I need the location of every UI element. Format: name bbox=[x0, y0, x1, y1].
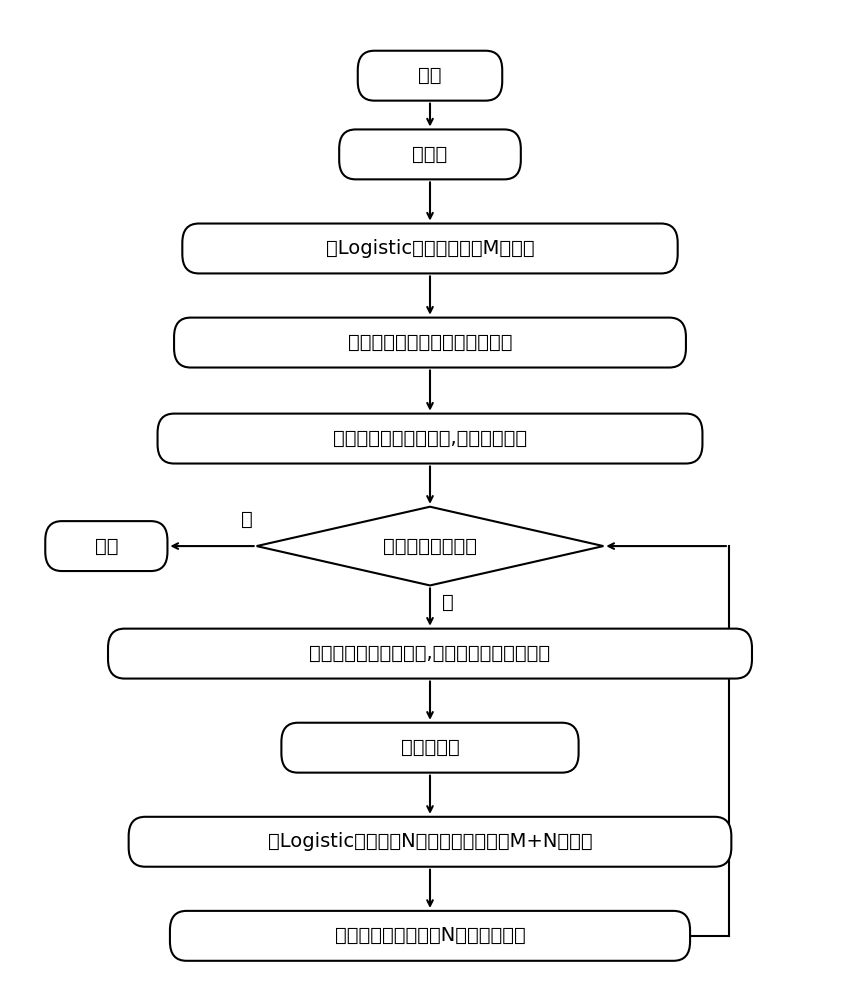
FancyBboxPatch shape bbox=[281, 723, 579, 773]
Polygon shape bbox=[256, 507, 604, 585]
Text: 结束: 结束 bbox=[95, 537, 118, 556]
FancyBboxPatch shape bbox=[182, 224, 678, 273]
Text: 抗体的变异: 抗体的变异 bbox=[401, 738, 459, 757]
FancyBboxPatch shape bbox=[157, 414, 703, 464]
Text: 否: 否 bbox=[442, 593, 454, 612]
Text: 浓度选择机制，选出N个合适的粒子: 浓度选择机制，选出N个合适的粒子 bbox=[335, 926, 525, 945]
Text: 由Logistic映射产生N个新的粒子，形成M+N个粒子: 由Logistic映射产生N个新的粒子，形成M+N个粒子 bbox=[267, 832, 593, 851]
FancyBboxPatch shape bbox=[170, 911, 690, 961]
Text: 初始化: 初始化 bbox=[413, 145, 447, 164]
FancyBboxPatch shape bbox=[339, 129, 521, 179]
Text: 开始: 开始 bbox=[418, 66, 442, 85]
Text: 是: 是 bbox=[241, 510, 253, 529]
FancyBboxPatch shape bbox=[358, 51, 502, 101]
FancyBboxPatch shape bbox=[46, 521, 168, 571]
Text: 更新局部和全局最优解,进行抗体的促进与抑制: 更新局部和全局最优解,进行抗体的促进与抑制 bbox=[310, 644, 550, 663]
Text: 由Logistic回归映射产生M个粒子: 由Logistic回归映射产生M个粒子 bbox=[326, 239, 534, 258]
Text: 是否满足结束条件: 是否满足结束条件 bbox=[383, 537, 477, 556]
FancyBboxPatch shape bbox=[108, 629, 752, 679]
Text: 计算适应度，求出非劣解并排序: 计算适应度，求出非劣解并排序 bbox=[347, 333, 513, 352]
FancyBboxPatch shape bbox=[174, 318, 686, 368]
FancyBboxPatch shape bbox=[129, 817, 731, 867]
Text: 计算各个体的拥挤距离,产生免疫粒子: 计算各个体的拥挤距离,产生免疫粒子 bbox=[333, 429, 527, 448]
